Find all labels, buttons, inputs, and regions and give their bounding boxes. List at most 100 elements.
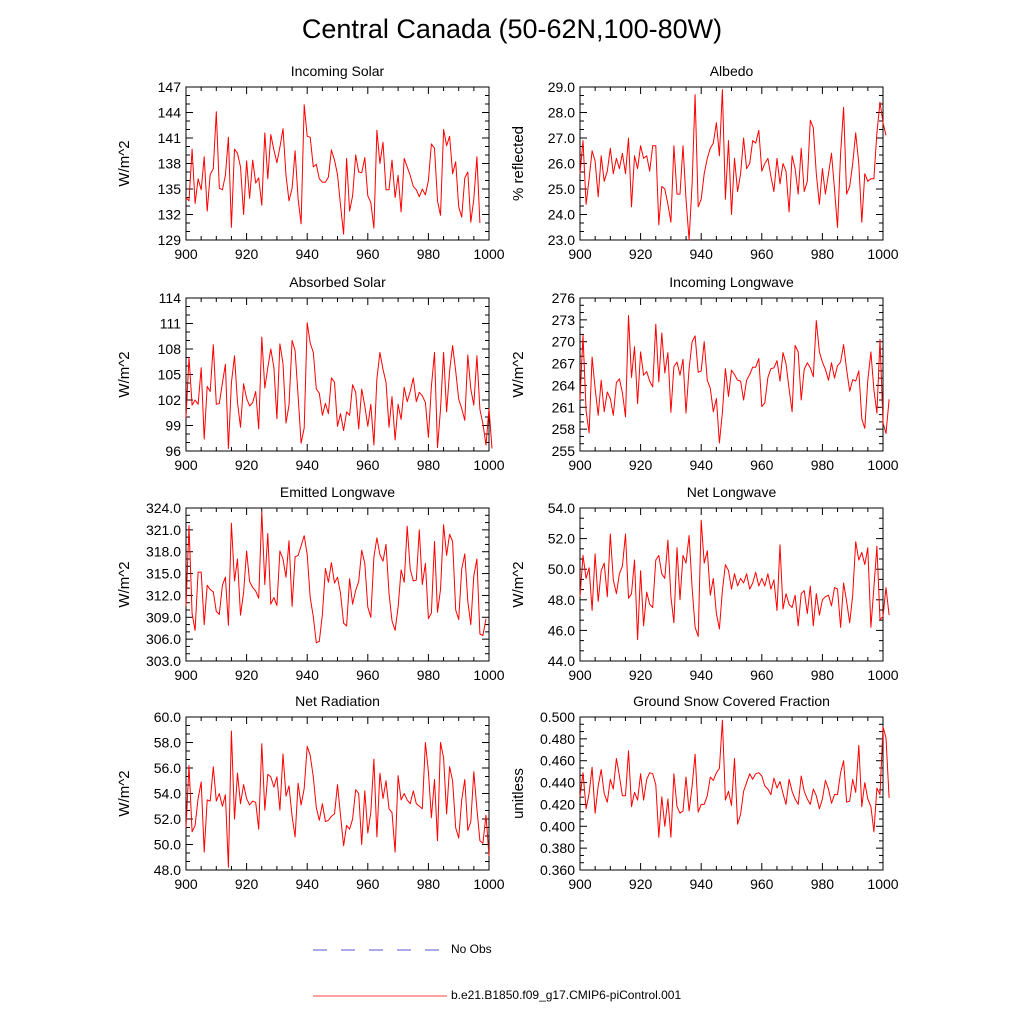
- x-tick-label: 920: [235, 457, 259, 473]
- x-tick-label: 920: [235, 876, 259, 892]
- y-tick-label: 267: [552, 356, 576, 372]
- y-tick-label: 105: [158, 367, 182, 383]
- x-tick-label: 980: [417, 246, 441, 262]
- x-tick-label: 900: [568, 667, 592, 683]
- x-tick-label: 980: [811, 246, 835, 262]
- y-axis-label: % reflected: [510, 126, 527, 201]
- x-tick-label: 940: [296, 457, 320, 473]
- y-tick-label: 312.0: [146, 587, 181, 603]
- x-tick-label: 1000: [867, 457, 898, 473]
- y-tick-label: 48.0: [154, 862, 181, 878]
- y-axis-label: W/m^2: [116, 351, 133, 397]
- series-line: [185, 104, 481, 235]
- y-tick-label: 270: [552, 334, 576, 350]
- y-tick-label: 138: [158, 156, 182, 172]
- page-title: Central Canada (50-62N,100-80W): [301, 14, 723, 44]
- x-tick-label: 1000: [473, 457, 504, 473]
- x-tick-label: 940: [296, 876, 320, 892]
- x-tick-label: 920: [629, 667, 653, 683]
- panel-title: Incoming Longwave: [669, 274, 794, 290]
- y-tick-label: 50.0: [548, 561, 575, 577]
- y-tick-label: 276: [552, 290, 576, 306]
- y-tick-label: 264: [552, 377, 576, 393]
- x-tick-label: 900: [568, 457, 592, 473]
- x-tick-label: 900: [174, 876, 198, 892]
- y-tick-label: 111: [160, 316, 181, 332]
- y-tick-label: 144: [158, 105, 182, 121]
- panel-emitted-longwave: Emitted Longwave 303.0 306.0 309.0 312.0 315.…: [116, 484, 505, 683]
- x-tick-label: 900: [174, 667, 198, 683]
- x-tick-label: 960: [356, 457, 380, 473]
- y-tick-label: 52.0: [154, 811, 181, 827]
- x-tick-label: 940: [690, 246, 714, 262]
- y-tick-label: 129: [158, 232, 182, 248]
- y-tick-label: 50.0: [154, 837, 181, 853]
- panel-title: Net Longwave: [687, 484, 777, 500]
- x-tick-label: 920: [629, 876, 653, 892]
- y-tick-label: 48.0: [548, 592, 575, 608]
- y-tick-label: 56.0: [154, 760, 181, 776]
- y-tick-label: 27.0: [548, 130, 575, 146]
- y-tick-label: 132: [158, 207, 182, 223]
- x-tick-label: 940: [296, 667, 320, 683]
- panel-albedo: Albedo 23.0 24.0 25.0 26.0 27.0 28.0 29.0 900 920…: [510, 63, 899, 262]
- x-tick-label: 960: [356, 667, 380, 683]
- panel-net-radiation: Net Radiation 48.0 50.0 52.0 54.0 56.0 58.0 60.…: [116, 693, 505, 892]
- y-tick-label: 321.0: [146, 522, 181, 538]
- plot-frame: [185, 297, 490, 452]
- series-line: [185, 511, 487, 644]
- y-tick-label: 114: [159, 290, 182, 306]
- y-tick-label: 24.0: [548, 207, 575, 223]
- panel-title: Incoming Solar: [291, 63, 385, 79]
- y-tick-label: 303.0: [146, 653, 181, 669]
- y-tick-label: 0.380: [540, 840, 575, 856]
- x-tick-label: 960: [356, 876, 380, 892]
- x-tick-label: 940: [690, 457, 714, 473]
- y-tick-label: 23.0: [548, 232, 575, 248]
- y-tick-label: 309.0: [146, 609, 181, 625]
- y-axis-label: W/m^2: [116, 561, 133, 607]
- y-tick-label: 0.360: [540, 862, 575, 878]
- x-tick-label: 940: [690, 876, 714, 892]
- y-tick-label: 258: [552, 421, 576, 437]
- y-tick-label: 29.0: [548, 79, 575, 95]
- x-tick-label: 940: [690, 667, 714, 683]
- y-tick-label: 0.500: [540, 709, 575, 725]
- x-tick-label: 940: [296, 246, 320, 262]
- x-tick-label: 900: [568, 876, 592, 892]
- y-tick-label: 46.0: [548, 622, 575, 638]
- y-tick-label: 261: [552, 399, 576, 415]
- x-tick-label: 980: [417, 457, 441, 473]
- plot-frame: [579, 507, 884, 662]
- panel-title: Net Radiation: [295, 693, 380, 709]
- series-line: [579, 89, 887, 241]
- x-tick-label: 1000: [473, 667, 504, 683]
- y-tick-label: 60.0: [154, 709, 181, 725]
- x-tick-label: 1000: [867, 246, 898, 262]
- y-tick-label: 0.400: [540, 818, 575, 834]
- x-tick-label: 980: [811, 667, 835, 683]
- y-tick-label: 255: [552, 443, 576, 459]
- y-tick-label: 26.0: [548, 156, 575, 172]
- y-tick-label: 58.0: [154, 735, 181, 751]
- y-tick-label: 273: [552, 312, 576, 328]
- y-tick-label: 96: [165, 443, 181, 459]
- panel-title: Absorbed Solar: [289, 274, 386, 290]
- x-tick-label: 1000: [867, 876, 898, 892]
- x-tick-label: 960: [750, 457, 774, 473]
- y-tick-label: 102: [158, 392, 182, 408]
- y-tick-label: 0.440: [540, 775, 575, 791]
- y-tick-label: 54.0: [548, 500, 575, 516]
- y-tick-label: 135: [158, 181, 182, 197]
- panel-title: Emitted Longwave: [280, 484, 395, 500]
- panel-absorbed-solar: Absorbed Solar 96 99 102 105 108 111 114 900 920 9…: [116, 274, 505, 473]
- panel-title: Albedo: [710, 63, 754, 79]
- series-line: [579, 519, 890, 641]
- panel-incoming-longwave: Incoming Longwave 255 258 261 264 267 270 273 27…: [510, 274, 899, 473]
- y-tick-label: 141: [158, 130, 182, 146]
- x-tick-label: 920: [629, 246, 653, 262]
- x-tick-label: 960: [750, 667, 774, 683]
- y-tick-label: 324.0: [146, 500, 181, 516]
- x-tick-label: 960: [750, 876, 774, 892]
